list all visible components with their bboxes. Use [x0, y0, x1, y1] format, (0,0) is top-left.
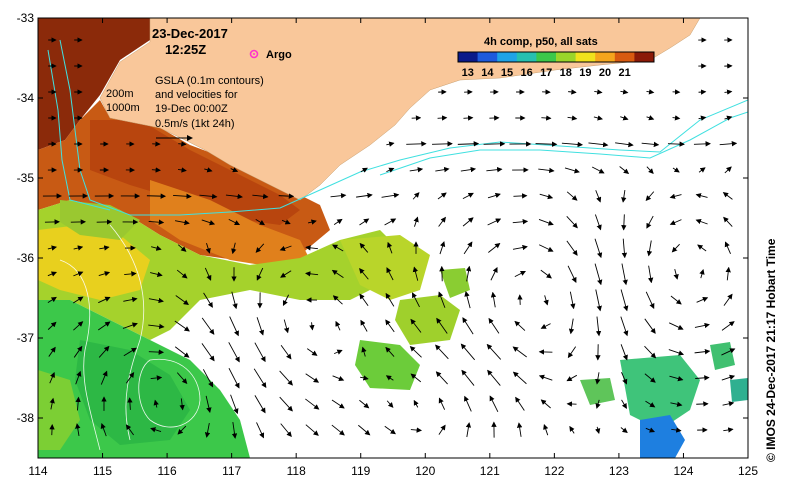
velocity-arrow [178, 144, 185, 145]
lon-tick-label: 121 [480, 464, 500, 478]
velocity-arrow [699, 92, 706, 93]
colorbar-tick-label: 20 [599, 67, 611, 79]
gsla-line-1: GSLA (0.1m contours) [155, 75, 264, 87]
colorbar-tick-label: 17 [540, 67, 552, 79]
velocity-arrow [152, 170, 160, 171]
colorbar-tick-label: 16 [520, 67, 532, 79]
argo-label: Argo [266, 49, 292, 61]
colorbar-segment [615, 52, 635, 62]
date-label: 23-Dec-2017 [152, 26, 228, 41]
colorbar-segment [576, 52, 596, 62]
velocity-arrow [541, 118, 550, 119]
isobath-200-label: 200m [106, 88, 134, 100]
gsla-line-2: and velocities for [155, 89, 238, 101]
lat-tick-label: -36 [17, 251, 35, 265]
colorbar-segment [478, 52, 498, 62]
lon-tick-label: 117 [222, 464, 241, 478]
velocity-scale-label: 0.5m/s (1kt 24h) [155, 118, 234, 130]
lat-tick-label: -37 [17, 331, 35, 345]
colorbar-segment [556, 52, 576, 62]
colorbar-segment [517, 52, 537, 62]
lon-tick-label: 125 [738, 464, 758, 478]
colorbar-segment [595, 52, 615, 62]
velocity-arrow [406, 144, 425, 145]
colorbar-segment [634, 52, 654, 62]
colorbar-tick-label: 13 [462, 67, 474, 79]
colorbar-tick-label: 14 [481, 67, 494, 79]
isobath-1000-label: 1000m [106, 102, 140, 114]
colorbar-ticks: 13 14 15 16 17 18 19 20 21 [462, 67, 631, 79]
velocity-arrow [484, 144, 505, 145]
colorbar-tick-label: 15 [501, 67, 513, 79]
lon-tick-label: 119 [351, 464, 370, 478]
colorbar-tick-label: 18 [560, 67, 572, 79]
colorbar-segment [497, 52, 517, 62]
colorbar-segment [536, 52, 556, 62]
colorbar-tick-label: 21 [618, 67, 630, 79]
lat-tick-label: -34 [17, 91, 35, 105]
lon-tick-label: 115 [93, 464, 112, 478]
lon-tick-label: 124 [673, 464, 693, 478]
lat-tick-label: -35 [17, 171, 35, 185]
credit-label: © IMOS 24-Dec-2017 21:17 Hobart Time [764, 239, 778, 462]
lon-tick-label: 122 [544, 464, 564, 478]
colorbar-tick-label: 19 [579, 67, 591, 79]
lon-tick-label: 120 [415, 464, 435, 478]
colorbar-segment [458, 52, 478, 62]
velocity-arrow [147, 196, 165, 197]
lon-tick-label: 118 [287, 464, 306, 478]
lat-tick-label: -38 [17, 411, 35, 425]
velocity-arrow [463, 118, 472, 119]
lon-tick-label: 116 [158, 464, 177, 478]
gsla-line-3: 19-Dec 00:00Z [155, 103, 228, 115]
colorbar-title: 4h comp, p50, all sats [484, 36, 598, 48]
velocity-arrow [696, 404, 708, 405]
velocity-arrow [668, 144, 684, 145]
time-label: 12:25Z [165, 42, 206, 57]
velocity-arrow [438, 118, 447, 119]
colorbar [458, 52, 655, 62]
lon-tick-label: 114 [28, 464, 47, 478]
lon-tick-label: 123 [609, 464, 629, 478]
lat-tick-label: -33 [17, 11, 35, 25]
